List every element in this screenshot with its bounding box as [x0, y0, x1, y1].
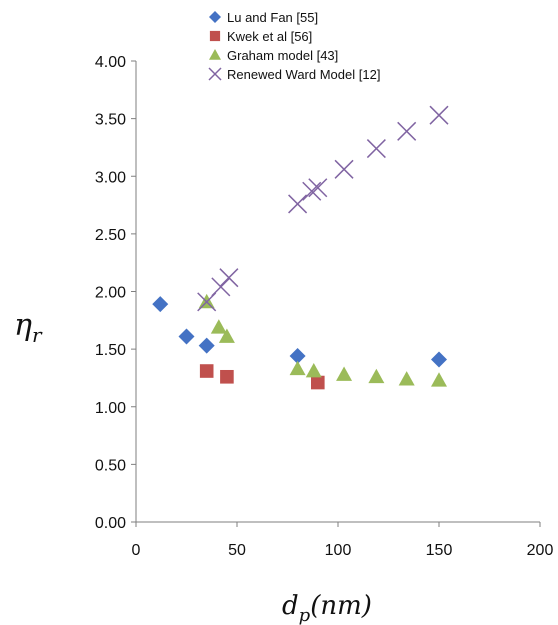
x-marker-stroke	[334, 159, 354, 179]
data-point-x	[334, 159, 354, 179]
x-marker-stroke	[397, 121, 417, 141]
y-tick-label: 1.50	[95, 342, 126, 359]
y-tick-label: 2.00	[95, 285, 126, 302]
y-tick-label: 4.00	[95, 54, 126, 71]
x-marker-stroke	[366, 139, 386, 159]
data-point-x	[366, 139, 386, 159]
y-axis-title: ηr	[14, 308, 43, 347]
x-tick-label: 0	[132, 542, 141, 559]
y-tick-label: 3.00	[95, 169, 126, 186]
legend-label: Renewed Ward Model [12]	[227, 67, 380, 82]
data-point-x	[211, 277, 231, 297]
series-diamond	[152, 296, 447, 368]
x-tick-label: 200	[527, 542, 554, 559]
series-square	[199, 364, 325, 390]
legend-marker-square	[209, 30, 221, 42]
data-point-diamond	[289, 348, 306, 365]
x-tick-label: 50	[228, 542, 246, 559]
series-x	[197, 105, 449, 312]
data-markers	[152, 105, 449, 390]
data-point-diamond	[431, 351, 447, 368]
data-point-square	[311, 375, 325, 390]
legend-label: Lu and Fan [55]	[227, 10, 318, 25]
y-axis-title-main: η	[14, 308, 32, 343]
x-marker-stroke	[219, 268, 239, 288]
data-point-diamond	[152, 296, 169, 313]
x-marker-stroke	[308, 178, 328, 198]
y-axis-title-sub: r	[32, 323, 43, 347]
data-point-square	[199, 364, 214, 378]
y-tick-labels: 0.00 0.50 1.00 1.50 2.00 2.50 3.00 3.50 4.00	[95, 54, 136, 532]
y-tick-label: 3.50	[95, 112, 126, 129]
data-point-triangle	[398, 371, 415, 386]
x-tick-labels: 0 50 100 150 200	[132, 522, 554, 559]
x-marker-stroke	[429, 105, 449, 125]
data-point-triangle	[431, 372, 447, 387]
data-point-diamond	[198, 337, 215, 354]
data-point-x	[288, 194, 308, 214]
x-tick-label: 150	[426, 542, 453, 559]
y-tick-label: 1.00	[95, 400, 126, 417]
x-axis-title-sub: p	[299, 605, 311, 625]
y-tick-label: 0.50	[95, 457, 126, 474]
data-point-square	[220, 369, 234, 384]
data-point-triangle	[368, 368, 385, 384]
x-tick-label: 100	[325, 542, 352, 559]
legend-label: Kwek et al [56]	[227, 29, 312, 44]
data-point-triangle	[218, 328, 235, 343]
legend-marker-diamond	[209, 11, 221, 23]
data-point-triangle	[289, 360, 306, 376]
x-axis-title-main: d	[282, 591, 299, 621]
x-marker-stroke	[211, 277, 231, 297]
data-point-x	[397, 121, 417, 141]
x-axis-title-unit: (nm)	[310, 591, 372, 621]
legend-marker-x	[208, 67, 222, 81]
data-point-triangle	[210, 319, 227, 334]
plot-frame	[135, 61, 540, 523]
data-point-diamond	[178, 328, 195, 345]
y-tick-label: 2.50	[95, 227, 126, 244]
legend-marker-triangle	[209, 49, 221, 60]
data-point-triangle	[336, 366, 353, 381]
x-axis-title: dp(nm)	[282, 591, 372, 625]
legend-label: Graham model [43]	[227, 48, 338, 63]
x-marker-stroke	[288, 194, 308, 214]
data-point-x	[219, 268, 239, 288]
series-triangle	[198, 293, 447, 387]
x-marker-stroke	[208, 67, 222, 81]
data-point-x	[429, 105, 449, 125]
y-tick-label: 0.00	[95, 515, 126, 532]
x-marker-stroke	[302, 181, 322, 201]
data-point-x	[308, 178, 328, 198]
data-point-x	[302, 181, 322, 201]
data-point-triangle	[305, 363, 322, 378]
legend: Lu and Fan [55] Kwek et al [56] Graham mod…	[208, 10, 380, 82]
